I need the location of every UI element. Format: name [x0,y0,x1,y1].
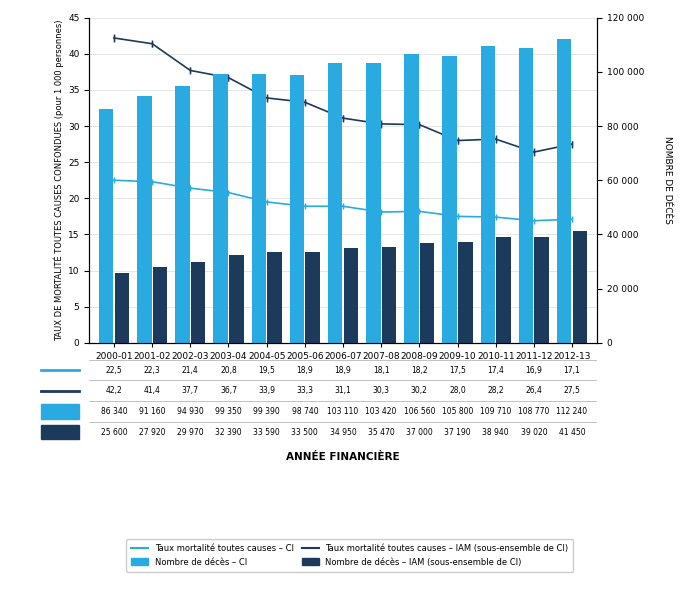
Text: 18,9: 18,9 [335,366,351,375]
Bar [404,54,418,343]
Text: 91 160: 91 160 [139,407,165,416]
Text: 33 500: 33 500 [292,428,318,437]
Bar [442,56,457,343]
Text: 17,4: 17,4 [487,366,504,375]
Text: 33,9: 33,9 [258,387,275,395]
Bar [191,262,205,343]
Bar [153,267,167,343]
Text: 27 920: 27 920 [139,428,165,437]
Text: 33 590: 33 590 [253,428,280,437]
Bar [252,73,266,343]
Text: 31,1: 31,1 [335,387,351,395]
Text: 18,2: 18,2 [411,366,427,375]
Bar [519,48,533,343]
Bar [268,252,282,343]
Text: 18,9: 18,9 [296,366,314,375]
Bar [458,242,473,343]
Text: 99 350: 99 350 [215,407,242,416]
Bar [420,242,434,343]
Text: 41,4: 41,4 [144,387,161,395]
Text: 37,7: 37,7 [182,387,199,395]
Text: 106 560: 106 560 [403,407,435,416]
Text: 22,3: 22,3 [144,366,161,375]
Text: 38 940: 38 940 [482,428,509,437]
Text: 112 240: 112 240 [556,407,588,416]
Text: 21,4: 21,4 [182,366,199,375]
Bar [496,238,511,343]
Bar [137,96,152,343]
Bar [573,230,587,343]
Text: 86 340: 86 340 [101,407,128,416]
Text: 32 390: 32 390 [215,428,241,437]
Bar [557,39,571,343]
Text: ANNÉE FINANCIÈRE: ANNÉE FINANCIÈRE [286,452,400,462]
Bar [175,86,190,343]
Text: 17,1: 17,1 [564,366,580,375]
Text: 37 190: 37 190 [445,428,471,437]
Text: 94 930: 94 930 [177,407,204,416]
Text: 27,5: 27,5 [564,387,580,395]
Text: 103 110: 103 110 [327,407,359,416]
Text: 35 470: 35 470 [368,428,394,437]
Bar [344,248,358,343]
Text: 26,4: 26,4 [525,387,542,395]
Bar [366,63,381,343]
Text: 20,8: 20,8 [220,366,237,375]
Text: 28,0: 28,0 [449,387,466,395]
Text: 34 950: 34 950 [330,428,356,437]
Legend: Taux mortalité toutes causes – CI, Nombre de décès – CI, Taux mortalité toutes c: Taux mortalité toutes causes – CI, Nombr… [126,540,573,571]
Text: 36,7: 36,7 [220,387,237,395]
Text: 19,5: 19,5 [258,366,275,375]
Text: 25 600: 25 600 [101,428,128,437]
Text: 99 390: 99 390 [253,407,280,416]
Bar [534,237,549,343]
Bar [289,75,305,343]
Bar [381,246,397,343]
Text: 39 020: 39 020 [521,428,547,437]
Text: 37 000: 37 000 [406,428,433,437]
Y-axis label: NOMBRE DE DÉCÈS: NOMBRE DE DÉCÈS [663,137,672,224]
Text: 108 770: 108 770 [518,407,549,416]
Y-axis label: TAUX DE MORTALITÉ TOUTES CAUSES CONFONDUES (pour 1 000 personnes): TAUX DE MORTALITÉ TOUTES CAUSES CONFONDU… [54,20,64,341]
Text: 18,1: 18,1 [373,366,390,375]
Text: 30,2: 30,2 [411,387,428,395]
Text: 16,9: 16,9 [525,366,542,375]
Text: 105 800: 105 800 [442,407,473,416]
Text: 33,3: 33,3 [296,387,314,395]
Text: 28,2: 28,2 [487,387,504,395]
Bar [481,46,495,343]
Text: 30,3: 30,3 [372,387,390,395]
Text: 29 970: 29 970 [177,428,204,437]
Bar [328,63,342,343]
Bar [99,109,113,343]
Text: 42,2: 42,2 [106,387,122,395]
Text: 17,5: 17,5 [449,366,466,375]
Text: 22,5: 22,5 [106,366,122,375]
Bar [213,74,228,343]
Bar [305,252,320,343]
Bar [229,255,244,343]
Text: 41 450: 41 450 [558,428,585,437]
Text: 103 420: 103 420 [366,407,397,416]
Bar [115,274,129,343]
Text: 109 710: 109 710 [480,407,511,416]
Text: 98 740: 98 740 [292,407,318,416]
